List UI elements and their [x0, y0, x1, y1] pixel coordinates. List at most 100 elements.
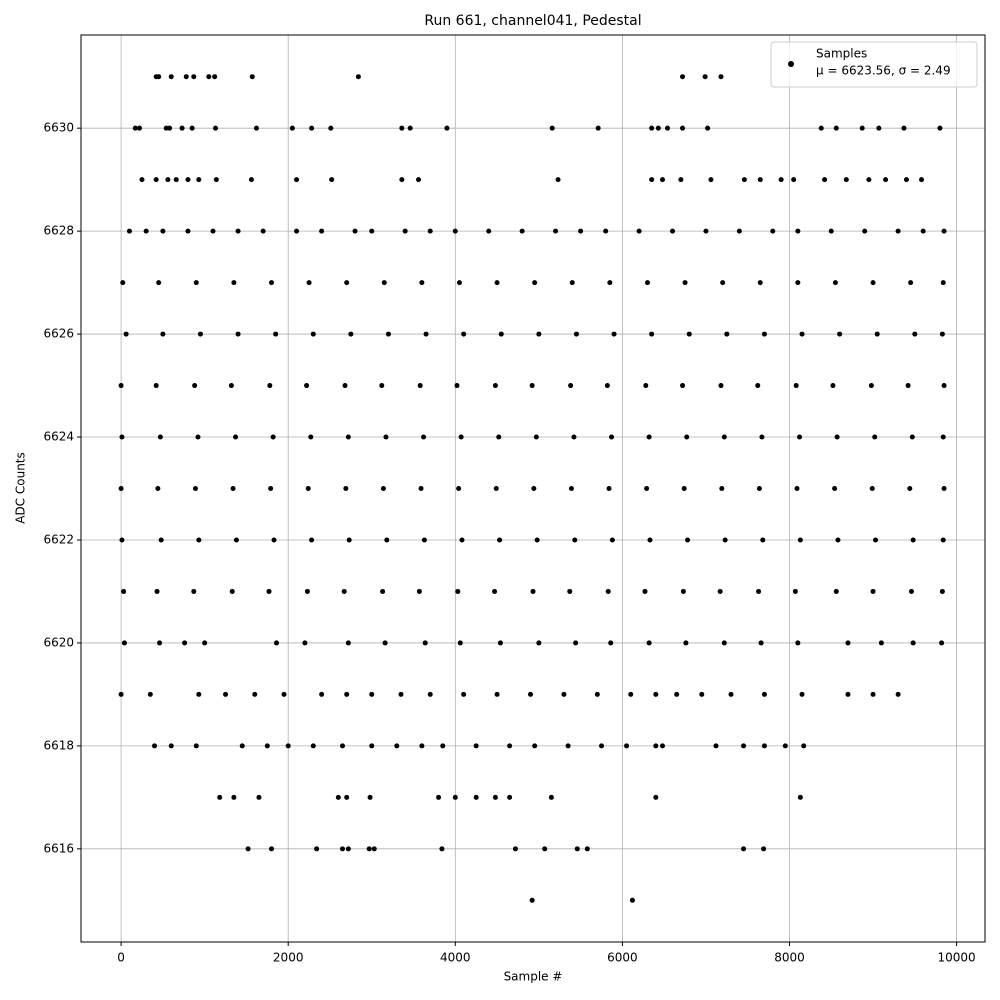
- legend-marker: [788, 61, 794, 67]
- point: [189, 125, 195, 131]
- point: [599, 743, 605, 749]
- y-tick-label: 6628: [43, 224, 74, 238]
- point: [872, 434, 878, 440]
- point: [761, 691, 767, 697]
- point: [859, 125, 865, 131]
- point: [344, 794, 350, 800]
- point: [876, 125, 882, 131]
- point: [908, 588, 914, 594]
- point: [381, 280, 387, 286]
- point: [343, 486, 349, 491]
- point: [905, 383, 911, 389]
- point: [421, 434, 427, 440]
- point: [179, 125, 185, 131]
- point: [584, 846, 590, 852]
- point: [878, 640, 884, 646]
- point: [527, 691, 533, 697]
- plot-frame: [80, 34, 986, 943]
- point: [939, 640, 945, 646]
- point: [818, 125, 824, 131]
- point: [609, 434, 615, 440]
- point: [574, 846, 580, 852]
- point: [121, 588, 127, 594]
- point: [534, 537, 540, 543]
- point: [213, 125, 219, 131]
- point: [294, 177, 300, 183]
- point: [268, 486, 274, 491]
- point: [795, 640, 801, 646]
- point: [399, 125, 405, 131]
- point: [845, 691, 851, 697]
- point: [371, 846, 377, 852]
- point: [154, 588, 160, 594]
- point: [822, 177, 828, 183]
- point: [369, 228, 375, 234]
- point: [869, 486, 875, 491]
- point: [274, 640, 280, 646]
- point: [755, 383, 761, 389]
- point: [427, 228, 433, 234]
- point: [379, 383, 385, 389]
- point: [157, 640, 163, 646]
- point: [718, 74, 724, 80]
- point: [319, 228, 325, 234]
- point: [191, 74, 197, 80]
- point: [305, 486, 311, 491]
- point: [132, 125, 138, 131]
- point: [629, 897, 635, 903]
- point: [341, 588, 347, 594]
- point: [912, 331, 918, 337]
- point: [720, 280, 726, 286]
- point: [249, 74, 255, 80]
- point: [843, 177, 849, 183]
- point: [160, 331, 166, 337]
- point: [494, 691, 500, 697]
- point: [606, 486, 612, 491]
- point: [542, 846, 548, 852]
- point: [213, 177, 219, 183]
- point: [680, 383, 686, 389]
- point: [212, 74, 218, 80]
- point: [793, 383, 799, 389]
- point: [456, 486, 462, 491]
- point: [228, 383, 234, 389]
- point: [439, 846, 445, 852]
- point: [382, 640, 388, 646]
- point: [196, 691, 202, 697]
- point: [328, 125, 334, 131]
- point: [728, 691, 734, 697]
- point: [512, 846, 518, 852]
- point: [310, 331, 316, 337]
- point: [497, 537, 503, 543]
- point: [416, 588, 422, 594]
- point: [908, 280, 914, 286]
- point: [795, 280, 801, 286]
- point: [940, 280, 946, 286]
- point: [873, 537, 879, 543]
- point: [191, 588, 197, 594]
- point: [385, 331, 391, 337]
- point: [531, 486, 537, 491]
- point: [118, 691, 124, 697]
- point: [456, 280, 462, 286]
- point: [828, 228, 834, 234]
- point: [834, 434, 840, 440]
- point: [342, 383, 348, 389]
- point: [196, 177, 202, 183]
- point: [369, 691, 375, 697]
- point: [345, 640, 351, 646]
- point: [883, 177, 889, 183]
- point: [355, 74, 361, 80]
- point: [718, 383, 724, 389]
- point: [183, 74, 189, 80]
- point: [193, 743, 199, 749]
- point: [722, 537, 728, 543]
- point: [335, 794, 341, 800]
- point: [724, 331, 730, 337]
- point: [573, 331, 579, 337]
- point: [649, 177, 655, 183]
- point: [444, 125, 450, 131]
- point: [202, 640, 208, 646]
- x-tick-label: 4000: [440, 951, 471, 965]
- point: [759, 434, 765, 440]
